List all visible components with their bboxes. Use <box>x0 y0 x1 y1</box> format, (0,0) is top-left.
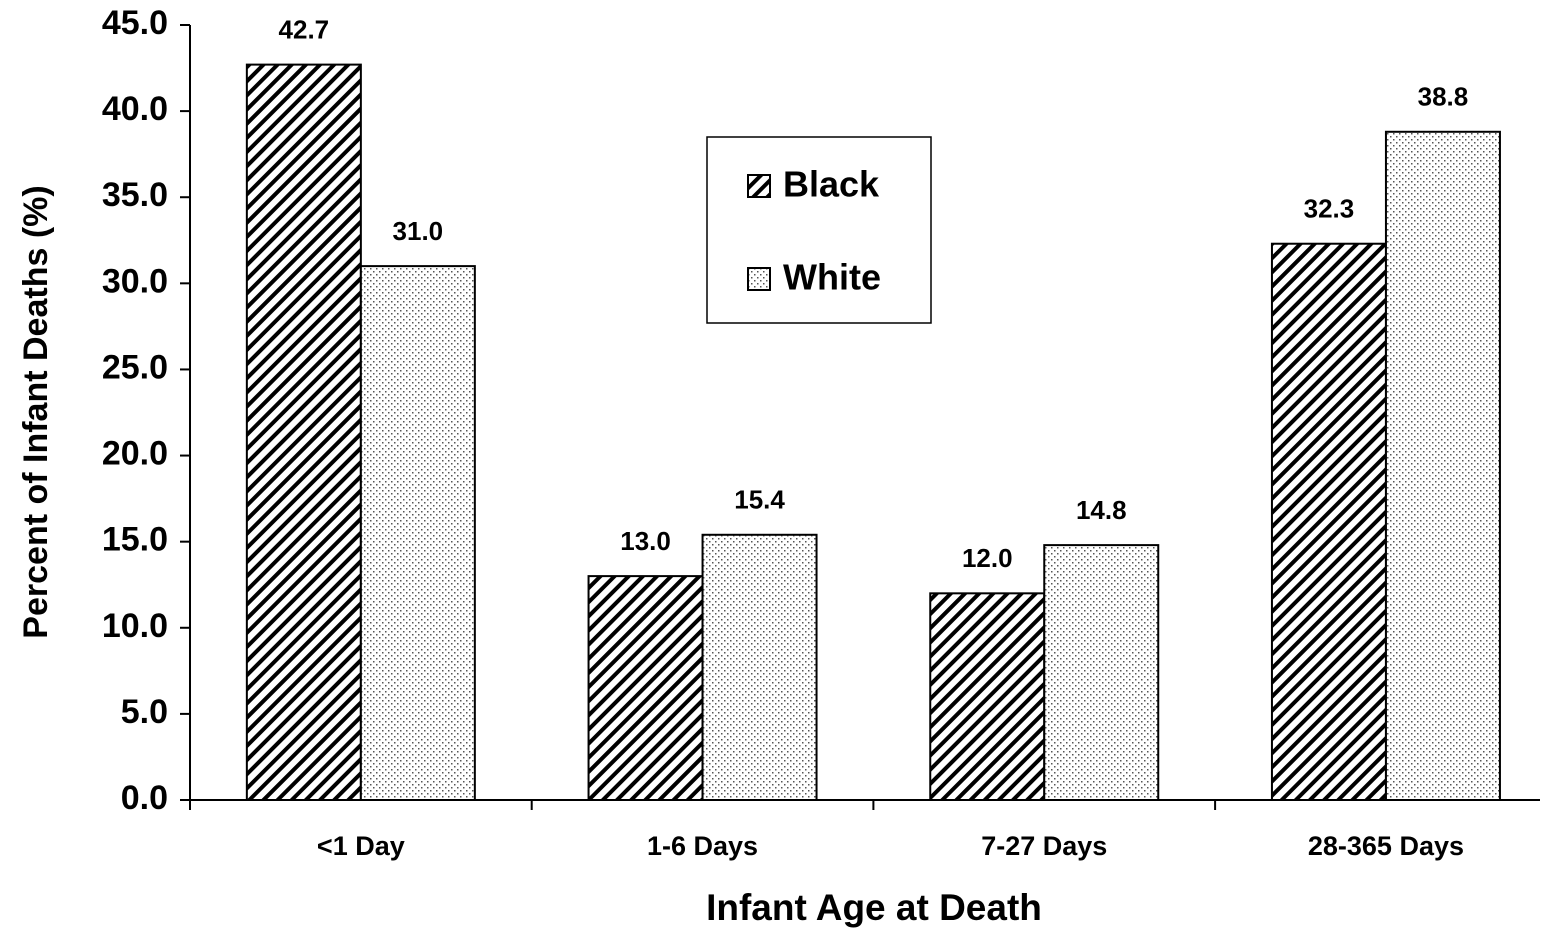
legend-swatch <box>747 267 771 291</box>
y-tick-label: 10.0 <box>102 607 168 645</box>
legend-label: Black <box>783 164 880 205</box>
bar <box>1384 130 1501 801</box>
x-axis-title: Infant Age at Death <box>706 887 1042 928</box>
y-tick-label: 30.0 <box>102 262 168 300</box>
value-label: 38.8 <box>1418 82 1469 112</box>
y-tick-label: 25.0 <box>102 348 168 386</box>
x-tick-label: 7-27 Days <box>981 831 1107 861</box>
bar <box>1270 242 1387 801</box>
x-tick-label: <1 Day <box>317 831 405 861</box>
y-tick-label: 15.0 <box>102 521 168 559</box>
legend-label: White <box>783 257 881 298</box>
value-label: 12.0 <box>962 543 1013 573</box>
y-tick-label: 45.0 <box>102 4 168 42</box>
bar <box>359 265 476 802</box>
value-label: 14.8 <box>1076 495 1127 525</box>
y-axis-title: Percent of Infant Deaths (%) <box>17 185 55 638</box>
value-label: 13.0 <box>620 526 671 556</box>
bar <box>929 592 1046 801</box>
bar <box>587 575 704 801</box>
legend-swatch <box>747 174 771 198</box>
value-label: 31.0 <box>393 216 444 246</box>
bar <box>701 533 818 801</box>
value-label: 42.7 <box>279 14 330 44</box>
y-tick-label: 20.0 <box>102 435 168 473</box>
bar <box>245 63 362 802</box>
bar <box>1043 544 1160 801</box>
legend: Black White <box>706 136 932 324</box>
y-tick-label: 0.0 <box>121 779 168 817</box>
x-tick-label: 1-6 Days <box>647 831 758 861</box>
legend-box <box>706 136 932 324</box>
y-tick-label: 5.0 <box>121 693 168 731</box>
value-label: 15.4 <box>734 485 785 515</box>
value-label: 32.3 <box>1304 194 1355 224</box>
x-tick-label: 28-365 Days <box>1308 831 1464 861</box>
y-tick-label: 40.0 <box>102 90 168 128</box>
y-tick-label: 35.0 <box>102 176 168 214</box>
